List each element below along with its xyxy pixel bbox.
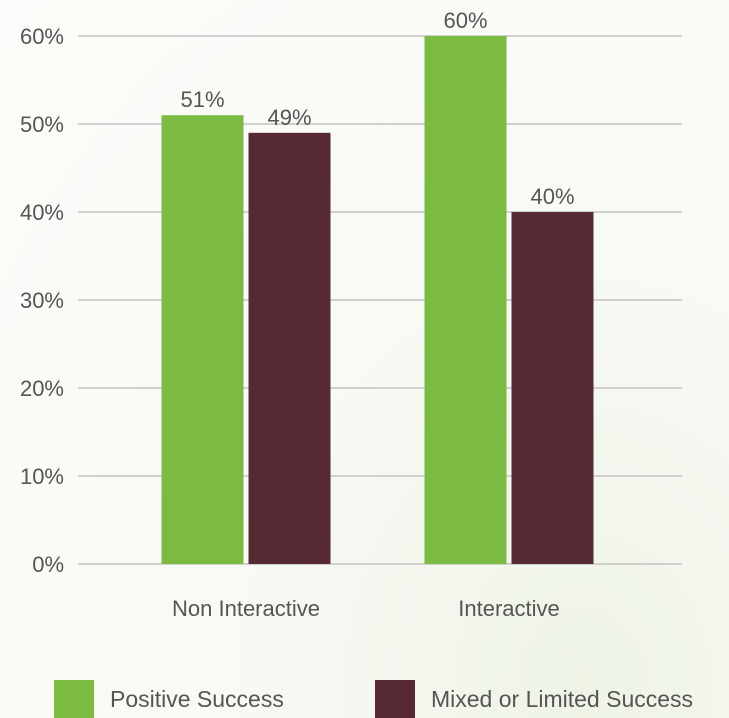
- bar-interactive-mixed-or-limited-success: [511, 212, 594, 564]
- y-tick-label-20: 20%: [20, 376, 64, 401]
- y-tick-label-60: 60%: [20, 24, 64, 49]
- legend-label-positive-success: Positive Success: [110, 685, 284, 712]
- legend-item-positive-success: Positive Success: [54, 680, 284, 718]
- x-tick-label-interactive: Interactive: [458, 596, 560, 621]
- y-tick-label-0: 0%: [32, 552, 64, 577]
- legend-swatch-mixed-or-limited-success: [375, 680, 415, 718]
- legend-label-mixed-or-limited-success: Mixed or Limited Success: [431, 685, 694, 712]
- legend: Positive Success Mixed or Limited Succes…: [0, 680, 729, 718]
- data-labels: 51% 49% 60% 40%: [180, 8, 574, 209]
- x-tick-label-non-interactive: Non Interactive: [172, 596, 320, 621]
- y-tick-label-30: 30%: [20, 288, 64, 313]
- legend-swatch-positive-success: [54, 680, 94, 718]
- x-axis-tick-labels: Non Interactive Interactive: [172, 596, 560, 621]
- y-axis-tick-labels: 0% 10% 20% 30% 40% 50% 60%: [20, 24, 64, 577]
- data-label-non-interactive-mixed-or-limited-success: 49%: [267, 105, 311, 130]
- data-label-non-interactive-positive-success: 51%: [180, 87, 224, 112]
- y-tick-label-10: 10%: [20, 464, 64, 489]
- bars: [161, 36, 594, 565]
- bar-non-interactive-mixed-or-limited-success: [248, 132, 331, 565]
- y-tick-label-40: 40%: [20, 200, 64, 225]
- bar-non-interactive-positive-success: [161, 115, 244, 564]
- bar-interactive-positive-success: [424, 36, 507, 564]
- data-label-interactive-positive-success: 60%: [443, 8, 487, 33]
- y-tick-label-50: 50%: [20, 112, 64, 137]
- legend-item-mixed-or-limited-success: Mixed or Limited Success: [375, 680, 693, 718]
- data-label-interactive-mixed-or-limited-success: 40%: [530, 184, 574, 209]
- bar-chart: 0% 10% 20% 30% 40% 50% 60% 51% 49% 60% 40% Non In…: [20, 8, 682, 621]
